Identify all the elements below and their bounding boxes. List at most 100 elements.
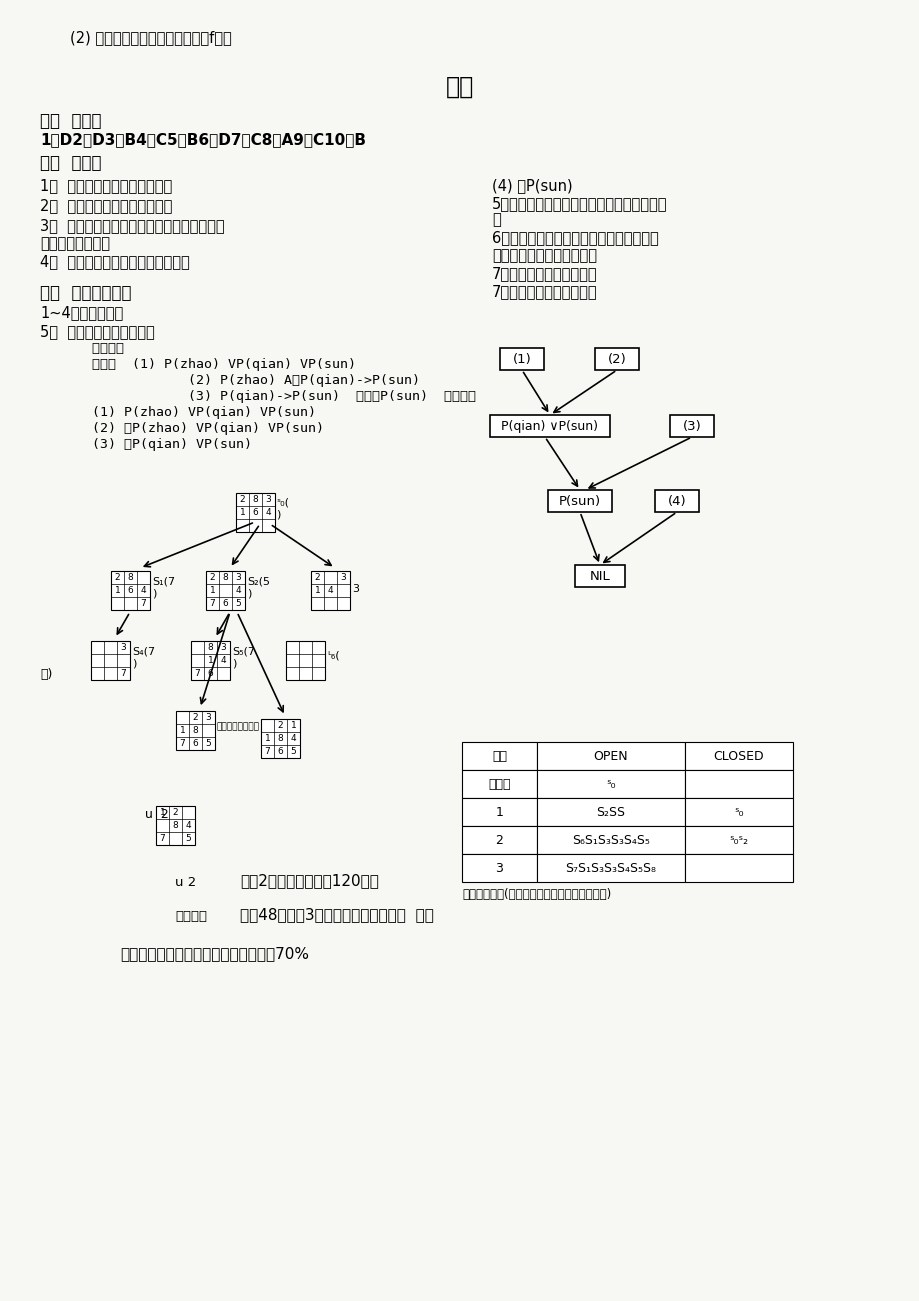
Bar xyxy=(311,571,349,610)
Text: 1、  环境、学习、知识库、执行: 1、 环境、学习、知识库、执行 xyxy=(40,178,172,193)
Text: 7: 7 xyxy=(179,739,185,748)
Bar xyxy=(91,641,130,680)
Text: 中南大学考试试卷: 中南大学考试试卷 xyxy=(217,722,260,731)
Text: 规则双向演绎系统: 规则双向演绎系统 xyxy=(40,235,110,251)
Text: 6: 6 xyxy=(222,598,228,608)
Bar xyxy=(685,798,792,826)
Text: 望: 望 xyxy=(492,212,500,226)
Bar xyxy=(685,826,792,853)
Text: 3: 3 xyxy=(266,494,271,503)
Text: 1: 1 xyxy=(210,585,215,595)
Text: 5: 5 xyxy=(290,747,296,756)
Bar xyxy=(206,571,244,610)
Text: 值): 值) xyxy=(40,667,52,680)
Text: CLOSED: CLOSED xyxy=(713,749,764,762)
Text: 5: 5 xyxy=(186,834,191,843)
Text: 1: 1 xyxy=(265,734,270,743)
Text: 5、启发式信息、估计节点位于解路径上的希: 5、启发式信息、估计节点位于解路径上的希 xyxy=(492,196,667,211)
Bar xyxy=(176,712,215,749)
Text: (3) 「P(qian) VP(sun): (3) 「P(qian) VP(sun) xyxy=(60,438,252,451)
Text: 7: 7 xyxy=(141,598,146,608)
Bar xyxy=(574,565,624,587)
Text: ˢ₀: ˢ₀ xyxy=(606,778,615,791)
Text: S₁(7: S₁(7 xyxy=(152,576,175,585)
Text: 3: 3 xyxy=(221,643,226,652)
Text: 1: 1 xyxy=(314,585,320,595)
Text: 4: 4 xyxy=(327,585,333,595)
Text: u 2: u 2 xyxy=(175,876,196,889)
Text: 3: 3 xyxy=(206,713,211,722)
Text: (4) 「P(sun): (4) 「P(sun) xyxy=(492,178,572,193)
Bar xyxy=(685,742,792,770)
Bar xyxy=(461,853,537,882)
Text: 7: 7 xyxy=(195,669,200,678)
Text: 1、D2、D3、B4、C5、B6、D7、C8、A9、C10、B: 1、D2、D3、B4、C5、B6、D7、C8、A9、C10、B xyxy=(40,131,366,147)
Text: ˢ₀: ˢ₀ xyxy=(733,805,743,818)
Text: 8: 8 xyxy=(208,643,213,652)
Text: (1): (1) xyxy=(512,353,531,366)
Text: 6: 6 xyxy=(278,747,283,756)
Text: 6: 6 xyxy=(208,669,213,678)
Bar xyxy=(461,742,537,770)
Bar xyxy=(499,347,543,369)
Text: 2: 2 xyxy=(495,834,503,847)
Text: ): ) xyxy=(232,658,236,667)
Text: 2: 2 xyxy=(314,572,320,582)
Text: 答案: 答案 xyxy=(446,75,473,99)
Text: 一、  选择题: 一、 选择题 xyxy=(40,112,101,130)
Text: 2: 2 xyxy=(240,494,245,503)
Text: (3) P(qian)->P(sun)  目标：P(sun)  子句集：: (3) P(qian)->P(sun) 目标：P(sun) 子句集： xyxy=(60,390,475,403)
Text: 8: 8 xyxy=(278,734,283,743)
Text: S₆S₁S₃S₃S₄S₅: S₆S₁S₃S₃S₄S₅ xyxy=(572,834,649,847)
Text: 4、  神经计算、模糊计算、进化计算: 4、 神经计算、模糊计算、进化计算 xyxy=(40,254,189,269)
Bar xyxy=(236,493,275,532)
Text: 年级：计算机藝总分空分，占总评成绩70%: 年级：计算机藝总分空分，占总评成绩70% xyxy=(119,946,309,961)
Text: 4: 4 xyxy=(221,656,226,665)
Text: S₇S₁S₃S₃S₄S₅S₈: S₇S₁S₃S₃S₄S₅S₈ xyxy=(565,861,656,874)
Text: P(sun): P(sun) xyxy=(559,494,600,507)
Text: 5: 5 xyxy=(235,598,241,608)
Bar xyxy=(537,826,685,853)
Text: S₂(5: S₂(5 xyxy=(246,576,269,585)
Text: 2: 2 xyxy=(115,572,120,582)
Text: 7: 7 xyxy=(120,669,126,678)
Bar xyxy=(461,798,537,826)
Text: 3: 3 xyxy=(352,584,358,595)
Text: 3: 3 xyxy=(340,572,346,582)
Bar xyxy=(156,807,195,846)
Text: 1: 1 xyxy=(495,805,503,818)
Text: 3: 3 xyxy=(495,861,503,874)
Text: NIL: NIL xyxy=(589,570,609,583)
Text: 4: 4 xyxy=(141,585,146,595)
Text: 5: 5 xyxy=(206,739,211,748)
Text: 消解树：: 消解树： xyxy=(60,342,124,355)
Bar xyxy=(595,347,639,369)
Text: 4: 4 xyxy=(266,507,271,516)
Bar xyxy=(685,770,792,798)
Text: 2: 2 xyxy=(210,572,215,582)
Text: S₅(7: S₅(7 xyxy=(232,647,255,656)
Text: (2) P(zhao) A「P(qian)->P(sun): (2) P(zhao) A「P(qian)->P(sun) xyxy=(60,373,420,386)
Text: (2): (2) xyxy=(607,353,626,366)
Bar xyxy=(669,415,713,437)
Bar xyxy=(191,641,230,680)
Text: (4): (4) xyxy=(667,494,686,507)
Text: 5、  已知条件与目标公式：: 5、 已知条件与目标公式： xyxy=(40,324,154,340)
Text: 1: 1 xyxy=(115,585,120,595)
Text: 人工智能: 人工智能 xyxy=(175,909,207,922)
Text: ˢ₀(: ˢ₀( xyxy=(276,497,289,507)
Text: 2: 2 xyxy=(173,808,178,817)
Text: 年第2学期，考试时间120分钟: 年第2学期，考试时间120分钟 xyxy=(240,873,379,889)
Text: P(qian) ∨P(sun): P(qian) ∨P(sun) xyxy=(501,419,598,432)
Text: 6: 6 xyxy=(128,585,133,595)
Text: 1: 1 xyxy=(239,507,245,516)
Bar xyxy=(685,853,792,882)
Text: 初始化: 初始化 xyxy=(488,778,510,791)
Bar xyxy=(111,571,150,610)
Text: 2: 2 xyxy=(192,713,199,722)
Text: 2: 2 xyxy=(278,721,283,730)
Text: 8: 8 xyxy=(222,572,228,582)
Bar xyxy=(548,490,611,513)
Text: 二、  填空题: 二、 填空题 xyxy=(40,154,101,172)
Text: 3: 3 xyxy=(120,643,126,652)
